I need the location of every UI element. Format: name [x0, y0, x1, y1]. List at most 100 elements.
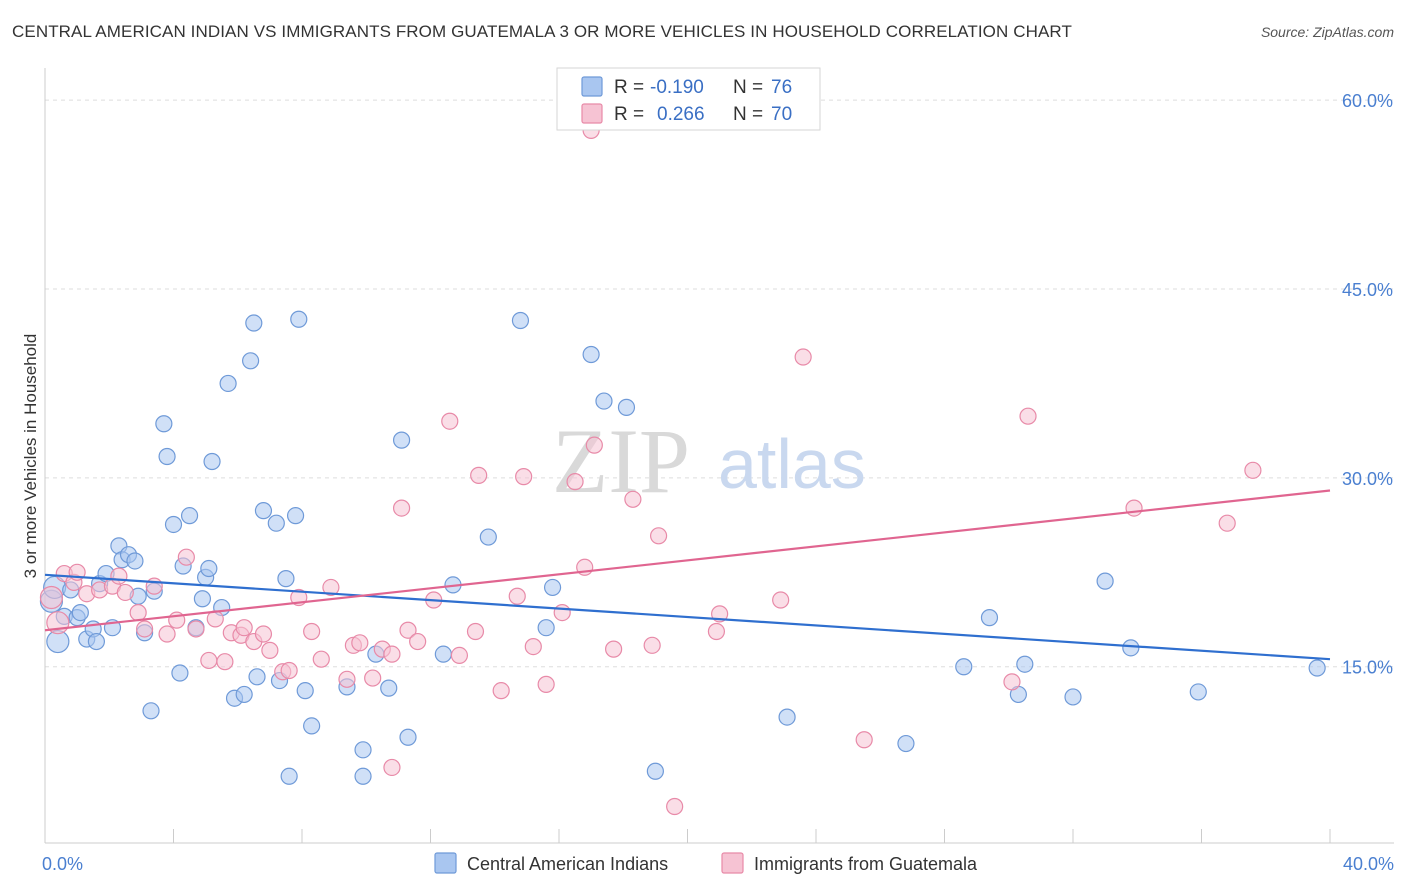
point-central-american-indians [254, 502, 273, 520]
bottom-legend: Central American Indians Immigrants from… [434, 852, 978, 874]
point-central-american-indians [200, 559, 218, 578]
point-immigrants-guatemala [794, 348, 812, 366]
point-immigrants-guatemala [158, 625, 176, 643]
y-tick-label-30: 30.0% [1342, 469, 1393, 489]
point-immigrants-guatemala [364, 669, 382, 687]
point-central-american-indians [203, 452, 221, 471]
point-immigrants-guatemala [409, 632, 427, 651]
legend-r-value-1: -0.190 [650, 77, 704, 98]
point-immigrants-guatemala [322, 578, 340, 597]
point-immigrants-guatemala [312, 650, 330, 668]
legend-swatch-series2 [581, 103, 603, 124]
watermark: ZIP atlas [552, 410, 866, 512]
point-immigrants-guatemala [553, 603, 571, 622]
legend-n-value-1: 76 [771, 77, 792, 98]
point-central-american-indians [354, 767, 372, 785]
point-immigrants-guatemala [303, 622, 321, 641]
axes [44, 68, 1394, 844]
point-immigrants-guatemala [1244, 461, 1262, 479]
point-central-american-indians [193, 590, 212, 608]
y-tick-labels: 15.0% 30.0% 45.0% 60.0% [1342, 91, 1393, 678]
point-immigrants-guatemala [135, 620, 154, 638]
point-central-american-indians [219, 374, 237, 393]
bottom-legend-label-series2: Immigrants from Guatemala [754, 854, 978, 874]
y-tick-label-45: 45.0% [1342, 280, 1393, 300]
legend-n-label-2: N = [733, 104, 763, 125]
point-immigrants-guatemala [280, 661, 298, 680]
point-central-american-indians [286, 507, 305, 525]
point-central-american-indians [1189, 683, 1207, 701]
point-immigrants-guatemala [1003, 673, 1021, 691]
point-central-american-indians [543, 578, 562, 597]
watermark-zip-text: ZIP [552, 410, 690, 512]
point-central-american-indians [479, 528, 497, 546]
point-central-american-indians [280, 767, 298, 785]
bottom-legend-swatch-series1 [434, 852, 457, 874]
point-immigrants-guatemala [624, 490, 642, 508]
point-immigrants-guatemala [216, 653, 234, 671]
point-immigrants-guatemala [441, 412, 459, 430]
point-immigrants-guatemala [235, 619, 253, 637]
point-central-american-indians [646, 762, 664, 780]
point-central-american-indians [155, 415, 173, 433]
legend-r-label-1: R = [614, 77, 644, 98]
point-central-american-indians [87, 632, 106, 651]
watermark-atlas-text: atlas [718, 425, 866, 503]
legend-n-label-1: N = [733, 77, 763, 98]
point-central-american-indians [180, 507, 199, 525]
point-immigrants-guatemala [566, 473, 584, 491]
point-central-american-indians [235, 685, 253, 704]
x-tick-label-max: 40.0% [1343, 854, 1394, 874]
point-central-american-indians [980, 609, 999, 627]
gridlines [45, 99, 1394, 668]
point-central-american-indians [267, 514, 285, 532]
point-central-american-indians [537, 619, 555, 637]
point-immigrants-guatemala [649, 527, 668, 545]
point-central-american-indians [158, 447, 176, 466]
legend-n-value-2: 70 [771, 104, 792, 125]
point-central-american-indians [245, 314, 263, 332]
point-immigrants-guatemala [187, 620, 205, 638]
point-immigrants-guatemala [666, 797, 684, 816]
point-central-american-indians [778, 708, 796, 726]
point-immigrants-guatemala [515, 468, 533, 486]
legend-box: R = -0.190 N = 76 R = 0.266 N = 70 [556, 67, 821, 131]
point-central-american-indians [71, 603, 89, 622]
point-immigrants-guatemala [508, 587, 526, 605]
point-central-american-indians [354, 741, 372, 759]
point-central-american-indians [897, 734, 915, 753]
point-central-american-indians [380, 679, 398, 697]
bottom-legend-swatch-series2 [721, 852, 744, 874]
point-central-american-indians [511, 311, 530, 330]
point-immigrants-guatemala [605, 640, 623, 658]
point-central-american-indians [434, 645, 452, 663]
point-immigrants-guatemala [399, 621, 417, 639]
point-central-american-indians [1016, 655, 1034, 673]
point-immigrants-guatemala [450, 646, 469, 665]
point-immigrants-guatemala [643, 636, 661, 654]
x-tick-label-min: 0.0% [42, 854, 83, 874]
point-central-american-indians [1308, 659, 1326, 677]
trend-line-immigrants-guatemala [44, 489, 1331, 632]
point-central-american-indians [617, 398, 636, 416]
point-immigrants-guatemala [116, 583, 134, 602]
point-immigrants-guatemala [129, 603, 147, 622]
point-immigrants-guatemala [200, 651, 218, 670]
point-central-american-indians [277, 570, 295, 588]
point-central-american-indians [582, 345, 600, 364]
legend-r-value-2: 0.266 [657, 104, 705, 125]
point-immigrants-guatemala [466, 622, 485, 641]
point-central-american-indians [303, 717, 321, 735]
point-immigrants-guatemala [855, 731, 873, 749]
trend-lines [44, 489, 1331, 661]
chart-title: CENTRAL AMERICAN INDIAN VS IMMIGRANTS FR… [12, 22, 1072, 41]
point-immigrants-guatemala [338, 670, 356, 688]
point-immigrants-guatemala [177, 548, 195, 566]
point-immigrants-guatemala [585, 436, 603, 454]
point-central-american-indians [248, 668, 266, 686]
bottom-legend-label-series1: Central American Indians [467, 854, 668, 874]
point-immigrants-guatemala [470, 466, 488, 484]
point-immigrants-guatemala [351, 634, 369, 652]
point-immigrants-guatemala [383, 645, 401, 663]
